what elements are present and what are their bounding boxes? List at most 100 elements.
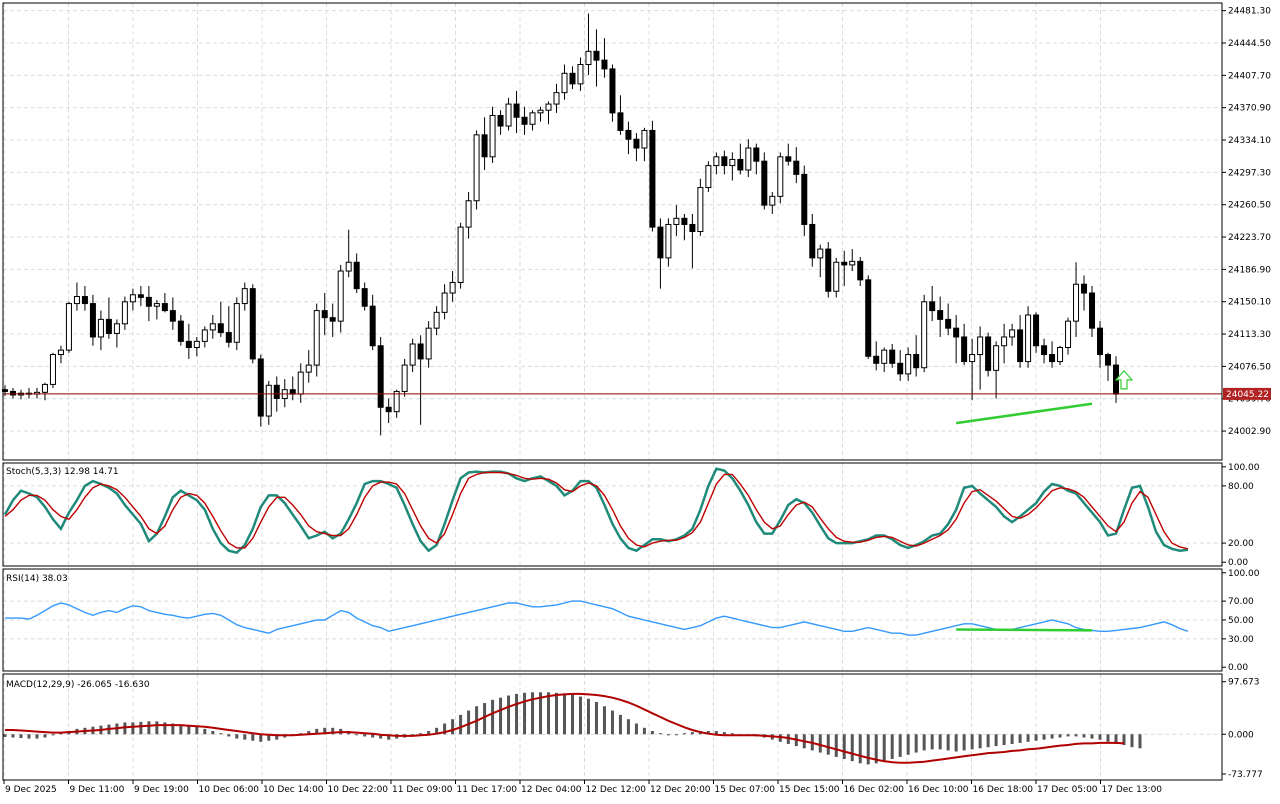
time-axis-label: 12 Dec 12:00 [586,785,647,795]
price-axis: 24481.30 24444.50 24407.70 24370.90 24334.10… [1222,7,1271,437]
price-pane[interactable] [2,2,1223,461]
stochastic-pane-frame [2,462,1223,567]
macd-histogram-bar [139,721,143,735]
rsi-divergence-line[interactable] [956,628,1093,632]
candle-bearish [417,343,424,360]
candle-bullish [729,158,736,167]
time-axis-label: 10 Dec 22:00 [328,785,389,795]
candle-bullish [425,327,432,360]
candle-bullish [705,165,712,189]
candle-bullish [969,354,976,363]
candle-bearish [953,327,960,338]
candle-bearish [369,305,376,347]
price-pane-frame [2,2,1223,461]
macd-histogram-bar [483,703,487,735]
candle-bearish [185,340,192,349]
macd-histogram-bar [722,732,726,735]
macd-histogram-bar [315,728,319,735]
candle-bullish [1057,347,1064,363]
stochastic-pane[interactable] [2,462,1223,567]
macd-histogram-bar [163,722,167,735]
candle-bearish [161,303,168,312]
candle-bearish [481,134,488,158]
candle-bearish [753,147,760,162]
candle-bearish [945,318,952,329]
candle-bullish [457,226,464,283]
stochastic-axis-tick-label: 20.00 [1228,539,1254,549]
macd-histogram-bar [523,692,527,735]
macd-histogram-bar [51,734,55,736]
candle-bearish [217,323,224,334]
candle-bullish [209,323,216,331]
macd-histogram-bar [1074,734,1078,737]
candle-bullish [561,72,568,94]
macd-histogram-bar [1010,734,1014,744]
macd-histogram-bar [435,727,439,735]
macd-histogram-bar [922,734,926,751]
macd-histogram-bar [43,734,47,738]
macd-histogram-bar [674,734,678,736]
macd-histogram-bar [826,734,830,755]
macd-histogram-bar [938,734,942,750]
macd-histogram-bar [371,734,375,738]
macd-histogram-bar [1066,734,1070,737]
macd-histogram-bar [467,710,471,735]
candle-bullish [1073,283,1080,322]
macd-histogram-bar [882,734,886,762]
macd-pane-frame [2,673,1223,781]
candle-bullish [697,187,704,232]
macd-histogram-bar [658,733,662,735]
time-axis-label: 15 Dec 15:00 [779,785,840,795]
rsi-title: RSI(14) 38.03 [6,574,68,584]
macd-histogram-bar [1122,734,1126,746]
macd-histogram-bar [411,734,415,736]
macd-histogram-bar [594,701,598,735]
macd-pane[interactable] [2,673,1223,781]
macd-histogram-bar [11,734,15,738]
candle-bearish [273,384,280,399]
stochastic-axis-tick-label: 80.00 [1228,482,1254,492]
rsi-pane[interactable] [2,568,1223,672]
macd-histogram-bar [570,694,574,735]
time-axis-label: 9 Dec 19:00 [134,785,189,795]
candle-bearish [89,303,96,338]
macd-histogram-bar [786,734,790,744]
macd-histogram-bar [586,698,590,735]
macd-axis-tick-label: -73.777 [1228,770,1263,780]
macd-histogram-bar [978,734,982,749]
macd-histogram-bar [642,727,646,735]
macd-histogram-bar [363,734,367,737]
candle-bullish [529,112,536,125]
macd-histogram-bar [682,733,686,735]
support-trend-line[interactable] [955,402,1093,425]
candle-bearish [809,223,816,259]
candle-bearish [937,310,944,320]
macd-histogram-bar [706,731,710,735]
macd-histogram-bar [778,734,782,742]
price-axis-tick-label: 24407.70 [1228,71,1271,81]
macd-histogram-bar [866,734,870,765]
macd-histogram-bar [858,734,862,764]
candle-bearish [897,362,904,375]
rsi-axis-tick-label: 30.00 [1228,635,1254,645]
rsi-axis-tick-label: 0.00 [1228,663,1248,673]
candle-bullish [585,50,592,66]
price-axis-tick-label: 24113.30 [1228,330,1271,340]
candle-bearish [513,103,520,118]
macd-histogram-bar [666,734,670,736]
candle-bullish [489,114,496,158]
macd-signal-line [5,692,1125,764]
candle-bearish [497,114,504,127]
macd-histogram-bar [427,731,431,735]
macd-histogram-bar [491,699,495,735]
macd-histogram-bar [507,695,511,735]
candle-bullish [41,383,48,393]
candle-bearish [1041,345,1048,356]
macd-histogram-bar [714,731,718,735]
candle-bearish [801,173,808,225]
candle-bullish [1025,314,1032,363]
candle-bullish [921,301,928,369]
macd-histogram-bar [842,734,846,760]
